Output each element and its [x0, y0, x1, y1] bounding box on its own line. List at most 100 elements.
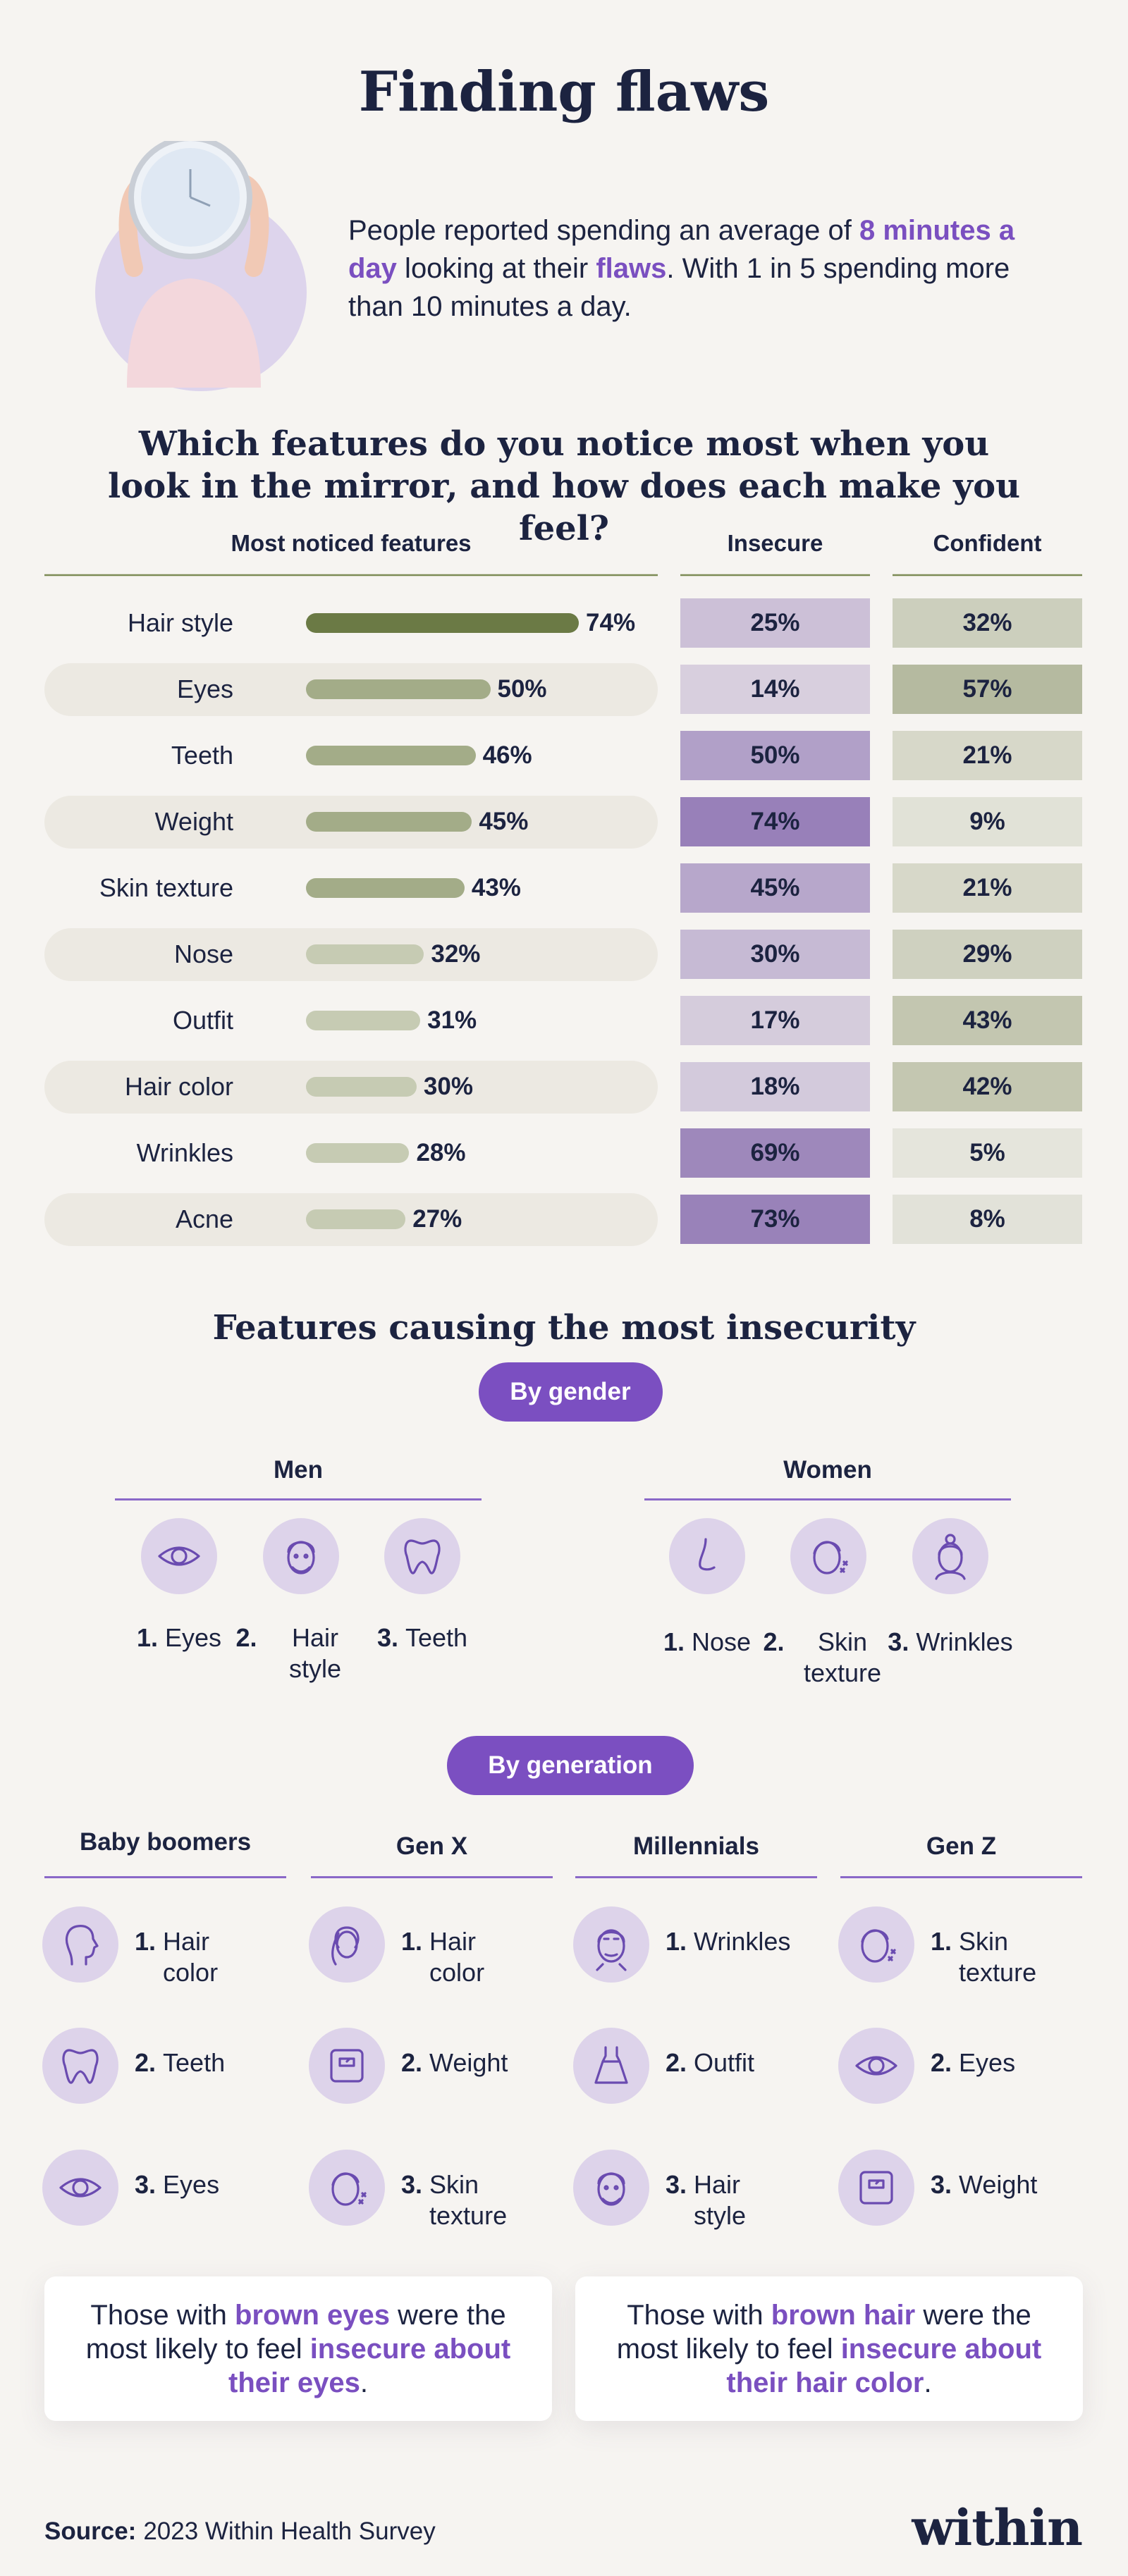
icon-glyph [65, 1925, 99, 1966]
item-label: Hair style [694, 2170, 747, 2230]
cell-label: 29% [962, 940, 1012, 968]
icon-glyph [330, 2049, 364, 2083]
column-header: Confident [933, 530, 1042, 556]
insecure-cell: 50% [680, 731, 870, 780]
text-segment: insecure about their hair color [726, 2333, 1042, 2398]
source-text: 2023 Within Health Survey [143, 2518, 436, 2545]
cell-label: 50% [750, 741, 800, 769]
ranked-item: 3. Hair style [666, 2169, 817, 2231]
rank: 2. [401, 2048, 423, 2077]
icon-glyph [596, 1929, 627, 1971]
text-segment: People reported spending an average of [348, 215, 859, 246]
icon-glyph [861, 1929, 896, 1963]
feature-label: Teeth [171, 741, 233, 770]
callout-text: Those with brown hair were the most like… [596, 2298, 1062, 2400]
insecure-cell: 25% [680, 598, 870, 648]
group-header: Gen X [396, 1832, 468, 1860]
icon [838, 2028, 914, 2104]
item-label: Eyes [164, 1623, 222, 1652]
icon [573, 2028, 649, 2104]
bar [306, 812, 472, 832]
icon [912, 1518, 988, 1594]
cell-label: 42% [962, 1073, 1012, 1100]
group-rule [575, 1876, 817, 1878]
text-segment: flaws [596, 253, 667, 284]
icon [42, 2150, 118, 2226]
ranked-item: 2. Skin texture [751, 1627, 906, 1689]
item-label: Eyes [959, 2048, 1016, 2077]
bar-label: 28% [416, 1139, 466, 1166]
bar [306, 1143, 410, 1163]
item-label: Skin texture [959, 1927, 1037, 1987]
cell-label: 21% [962, 874, 1012, 901]
icon [141, 1518, 217, 1594]
confident-cell: 8% [893, 1195, 1082, 1244]
icon-glyph [594, 2046, 628, 2084]
group-header: Men [274, 1456, 323, 1484]
rank: 2. [235, 1623, 257, 1652]
icon [838, 2150, 914, 2226]
logo: within [912, 2498, 1083, 2557]
cell-label: 8% [969, 1205, 1005, 1233]
bar-label: 45% [479, 808, 529, 835]
item-label: Hair color [163, 1927, 219, 1987]
ranked-item: 1. Hair color [401, 1926, 553, 1988]
feature-label: Outfit [172, 1006, 233, 1035]
clock-hands [189, 169, 211, 207]
icon [573, 2150, 649, 2226]
bar-label: 74% [586, 609, 636, 636]
group-rule [311, 1876, 553, 1878]
cell-label: 43% [962, 1006, 1012, 1034]
icon-glyph [855, 2056, 897, 2076]
bar-label: 31% [427, 1006, 477, 1034]
rank: 3. [135, 2170, 157, 2199]
group-header: Gen Z [926, 1832, 997, 1860]
rank: 1. [135, 1927, 157, 1956]
group-rule [644, 1498, 1011, 1500]
confident-cell: 29% [893, 930, 1082, 979]
ranked-item: 2. Teeth [135, 2047, 286, 2078]
cell-label: 9% [969, 808, 1005, 835]
feature-label: Weight [154, 807, 233, 836]
cell-label: 32% [962, 609, 1012, 636]
text-segment: 8 minutes a day [348, 215, 1015, 284]
ranked-item: 1. Hair color [135, 1926, 286, 1988]
icon-glyph [699, 1538, 716, 1571]
rank: 3. [376, 1623, 398, 1652]
ranked-item: 2. Outfit [666, 2047, 817, 2078]
text-segment: Those with [627, 2299, 771, 2331]
bar [306, 1209, 406, 1229]
ranked-item: 1. Eyes [102, 1622, 257, 1653]
group-header: Baby boomers [79, 1828, 252, 1856]
rank: 1. [931, 1927, 952, 1956]
icon [309, 1906, 385, 1983]
ranked-item: 1. Skin texture [931, 1926, 1082, 1988]
feature-label: Skin texture [99, 873, 233, 902]
cell-label: 73% [750, 1205, 800, 1233]
pill-button: By gender [478, 1362, 663, 1422]
rank: 3. [888, 1627, 909, 1656]
pill-button: By generation [447, 1736, 694, 1795]
text-segment: were the most likely to feel [85, 2299, 506, 2365]
ranked-item: 3. Weight [931, 2169, 1082, 2200]
rank: 2. [666, 2048, 687, 2077]
callout: Those with brown hair were the most like… [575, 2276, 1083, 2421]
item-label: Teeth [405, 1623, 468, 1652]
icon-glyph [158, 1546, 200, 1566]
ranked-item: 1. Wrinkles [666, 1926, 817, 1957]
callout: Those with brown eyes were the most like… [44, 2276, 552, 2421]
insecure-cell: 17% [680, 996, 870, 1045]
button-label: By gender [510, 1378, 631, 1405]
insecure-cell: 73% [680, 1195, 870, 1244]
item-label: Hair color [429, 1927, 485, 1987]
group-rule [840, 1876, 1082, 1878]
icon [309, 2150, 385, 2226]
ranked-item: 2. Eyes [931, 2047, 1082, 2078]
insecure-cell: 74% [680, 797, 870, 846]
rank: 1. [666, 1927, 687, 1956]
cell-label: 17% [750, 1006, 800, 1034]
feature-label: Acne [175, 1204, 233, 1233]
bar-label: 50% [497, 675, 547, 703]
